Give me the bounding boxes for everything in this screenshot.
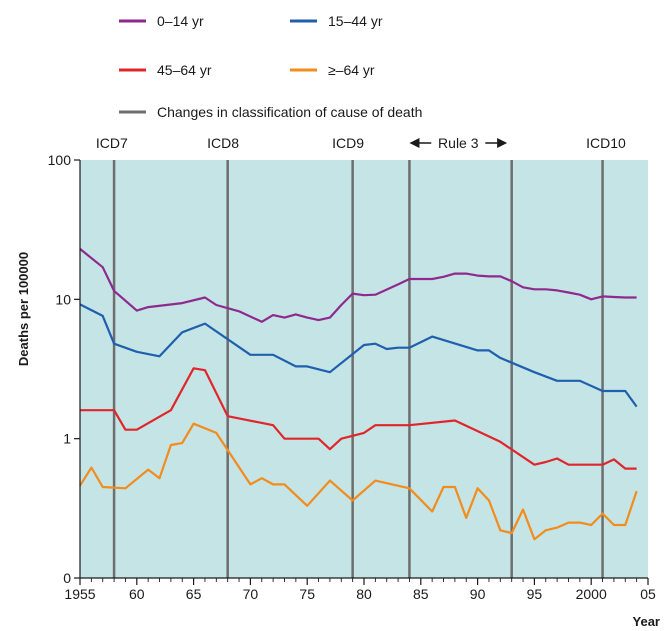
series-line-64-yr (79, 422, 638, 541)
y-tick-label-1: 1 (63, 431, 71, 447)
x-tick-label-1975: 75 (299, 586, 315, 602)
icd-label-icd9: ICD9 (332, 135, 364, 151)
x-tick-label-1980: 80 (356, 586, 372, 602)
plot-background (80, 160, 648, 578)
legend-label-classification-change: Changes in classification of cause of de… (157, 104, 422, 120)
icd-label-icd8: ICD8 (207, 135, 239, 151)
x-tick-label-1970: 70 (243, 586, 259, 602)
x-tick-label-2005: 05 (640, 586, 656, 602)
series-line-15-44-yr (79, 303, 638, 408)
x-tick-label-1990: 90 (470, 586, 486, 602)
y-axis-title: Deaths per 100000 (16, 252, 31, 366)
legend: 0–14 yr 15–44 yr 45–64 yr ≥–64 yr Changes in… (119, 13, 422, 120)
rule-3-label: Rule 3 (438, 135, 479, 151)
series-line-45-64-yr (80, 367, 637, 470)
icd-label-icd10: ICD10 (586, 135, 626, 151)
rule-3-arrow-right-head (497, 138, 508, 148)
x-tick-label-1960: 60 (129, 586, 145, 602)
y-tick-label-2: 10 (55, 291, 71, 307)
y-tick-label-3: 100 (48, 152, 72, 168)
axes: 0 1 10 100 1955 60 65 70 75 80 85 90 95 2000 05 (48, 152, 656, 602)
legend-label-45-64-yr: 45–64 yr (157, 62, 212, 78)
x-tick-label-1965: 65 (186, 586, 202, 602)
legend-label-64-yr: ≥–64 yr (328, 62, 375, 78)
series-line-0-14-yr (79, 248, 637, 323)
icd-labels: ICD7 ICD8 ICD9 ICD10 Rule 3 (96, 135, 626, 151)
legend-label-15-44-yr: 15–44 yr (328, 13, 383, 29)
rule-3-arrow-left-head (409, 138, 420, 148)
classification-lines (112, 160, 604, 578)
x-axis-title: Year (633, 614, 660, 629)
series-layer (79, 248, 638, 541)
legend-label-0-14-yr: 0–14 yr (157, 13, 204, 29)
x-tick-label-2000: 2000 (576, 586, 607, 602)
y-tick-label-0: 0 (63, 570, 71, 586)
x-tick-label-1995: 95 (527, 586, 543, 602)
x-tick-label-1985: 85 (413, 586, 429, 602)
x-tick-label-1955: 1955 (64, 586, 95, 602)
icd-label-icd7: ICD7 (96, 135, 128, 151)
